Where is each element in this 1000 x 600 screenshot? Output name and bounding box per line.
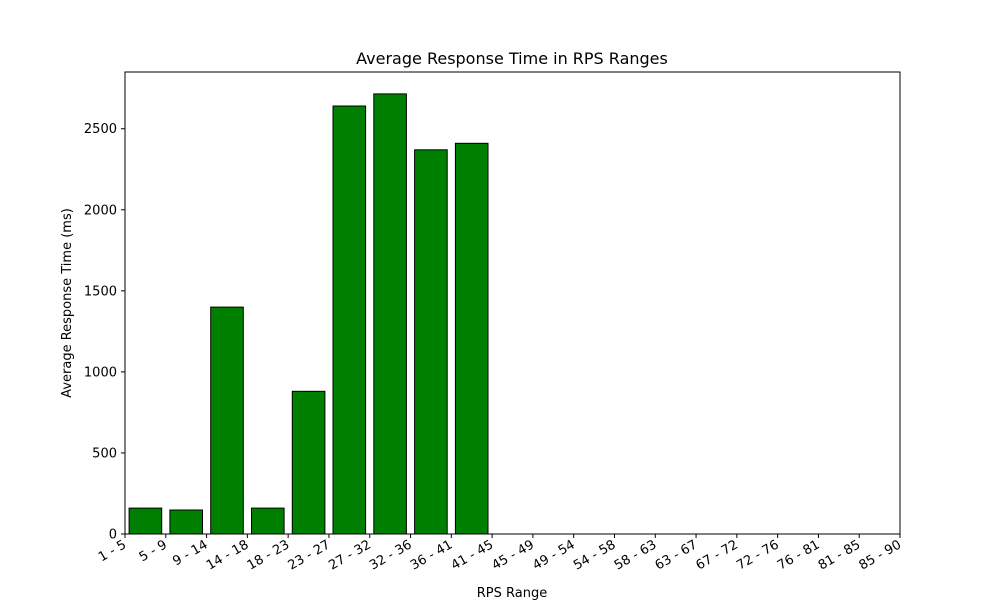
x-tick-label: 85 - 90	[857, 537, 904, 573]
bar	[454, 142, 489, 535]
bar	[373, 93, 407, 535]
x-tick-label: 36 - 41	[408, 537, 455, 573]
bar	[210, 306, 244, 535]
x-tick-label: 9 - 14	[170, 537, 210, 569]
bar	[128, 507, 163, 535]
x-tick-label: 63 - 67	[653, 537, 700, 573]
plot-frame	[124, 71, 901, 535]
x-tick-label: 81 - 85	[816, 537, 863, 573]
bar	[169, 509, 203, 535]
x-tick-label: 14 - 18	[204, 537, 251, 573]
bar	[332, 105, 367, 535]
y-axis: 0 500 1000 1500 2000 2500	[84, 122, 125, 543]
x-tick-label: 41 - 45	[449, 537, 496, 573]
x-tick-label: 27 - 32	[326, 537, 373, 573]
y-tick-label: 1500	[84, 284, 117, 299]
y-axis-label: Average Response Time (ms)	[60, 208, 75, 398]
bars-group	[128, 93, 489, 535]
x-tick-label: 1 - 5	[96, 537, 129, 565]
y-tick-label: 2500	[84, 122, 117, 137]
y-tick-label: 0	[109, 528, 117, 543]
x-tick-label: 18 - 23	[245, 537, 292, 573]
bar	[251, 507, 285, 535]
x-tick-label: 45 - 49	[490, 537, 537, 573]
chart-title: Average Response Time in RPS Ranges	[356, 49, 668, 68]
x-tick-label: 23 - 27	[286, 537, 333, 573]
y-tick-label: 1000	[84, 365, 117, 380]
bar	[414, 149, 448, 535]
x-tick-label: 72 - 76	[734, 537, 781, 573]
bar	[291, 390, 326, 535]
x-tick-label: 67 - 72	[693, 537, 740, 573]
y-tick-label: 2000	[84, 203, 117, 218]
x-tick-label: 76 - 81	[775, 537, 822, 573]
x-tick-label: 5 - 9	[137, 537, 170, 565]
x-tick-label: 32 - 36	[367, 537, 414, 573]
y-tick-label: 500	[92, 446, 117, 461]
x-tick-label: 54 - 58	[571, 537, 618, 573]
x-tick-label: 49 - 54	[530, 537, 577, 573]
x-axis-label: RPS Range	[477, 586, 547, 600]
x-tick-label: 58 - 63	[612, 537, 659, 573]
